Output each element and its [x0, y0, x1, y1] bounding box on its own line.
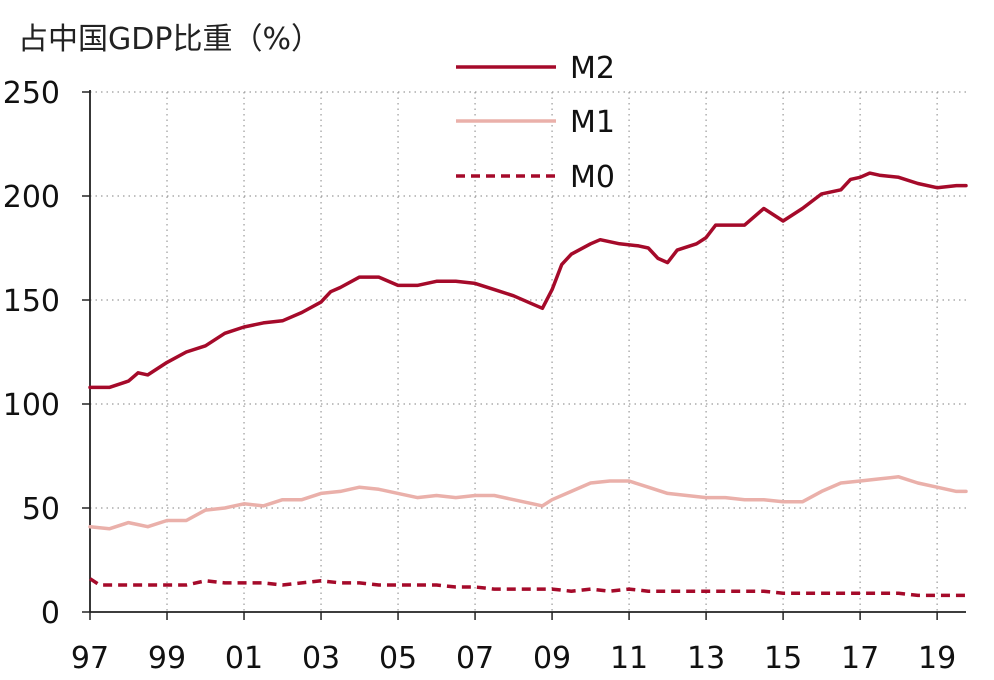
y-tick-label: 100: [3, 388, 60, 423]
series-layer: [88, 171, 968, 598]
legend: M2 M1 M0: [456, 51, 615, 195]
series-line-m1: [88, 475, 968, 531]
legend-label-m2: M2: [570, 51, 615, 86]
x-tick-label: 03: [302, 641, 340, 676]
chart-title: 占中国GDP比重（%）: [18, 22, 321, 57]
x-tick-label: 11: [610, 641, 648, 676]
x-tick-label: 19: [918, 641, 956, 676]
x-tick-label: 17: [841, 641, 879, 676]
legend-label-m0: M0: [570, 160, 615, 195]
y-tick-label: 200: [3, 180, 60, 215]
series-line-m2: [88, 171, 968, 390]
x-tick-label: 13: [687, 641, 725, 676]
y-tick-label: 0: [41, 596, 60, 631]
x-tick-label: 01: [225, 641, 263, 676]
x-tick-label: 15: [764, 641, 802, 676]
x-tick-label: 07: [456, 641, 494, 676]
legend-label-m1: M1: [570, 105, 615, 140]
y-tick-label: 50: [22, 492, 60, 527]
axis-layer: 0 50 100 150 200 250 97 99 01 03 05 07 09 11 13 15 17 19: [3, 76, 966, 676]
y-tick-label: 250: [3, 76, 60, 111]
x-tick-label: 09: [533, 641, 571, 676]
series-line-m0: [89, 577, 966, 598]
x-tick-label: 05: [379, 641, 417, 676]
y-tick-label: 150: [3, 284, 60, 319]
x-tick-label: 99: [148, 641, 186, 676]
x-tick-label: 97: [71, 641, 109, 676]
grid-layer: [90, 91, 966, 612]
